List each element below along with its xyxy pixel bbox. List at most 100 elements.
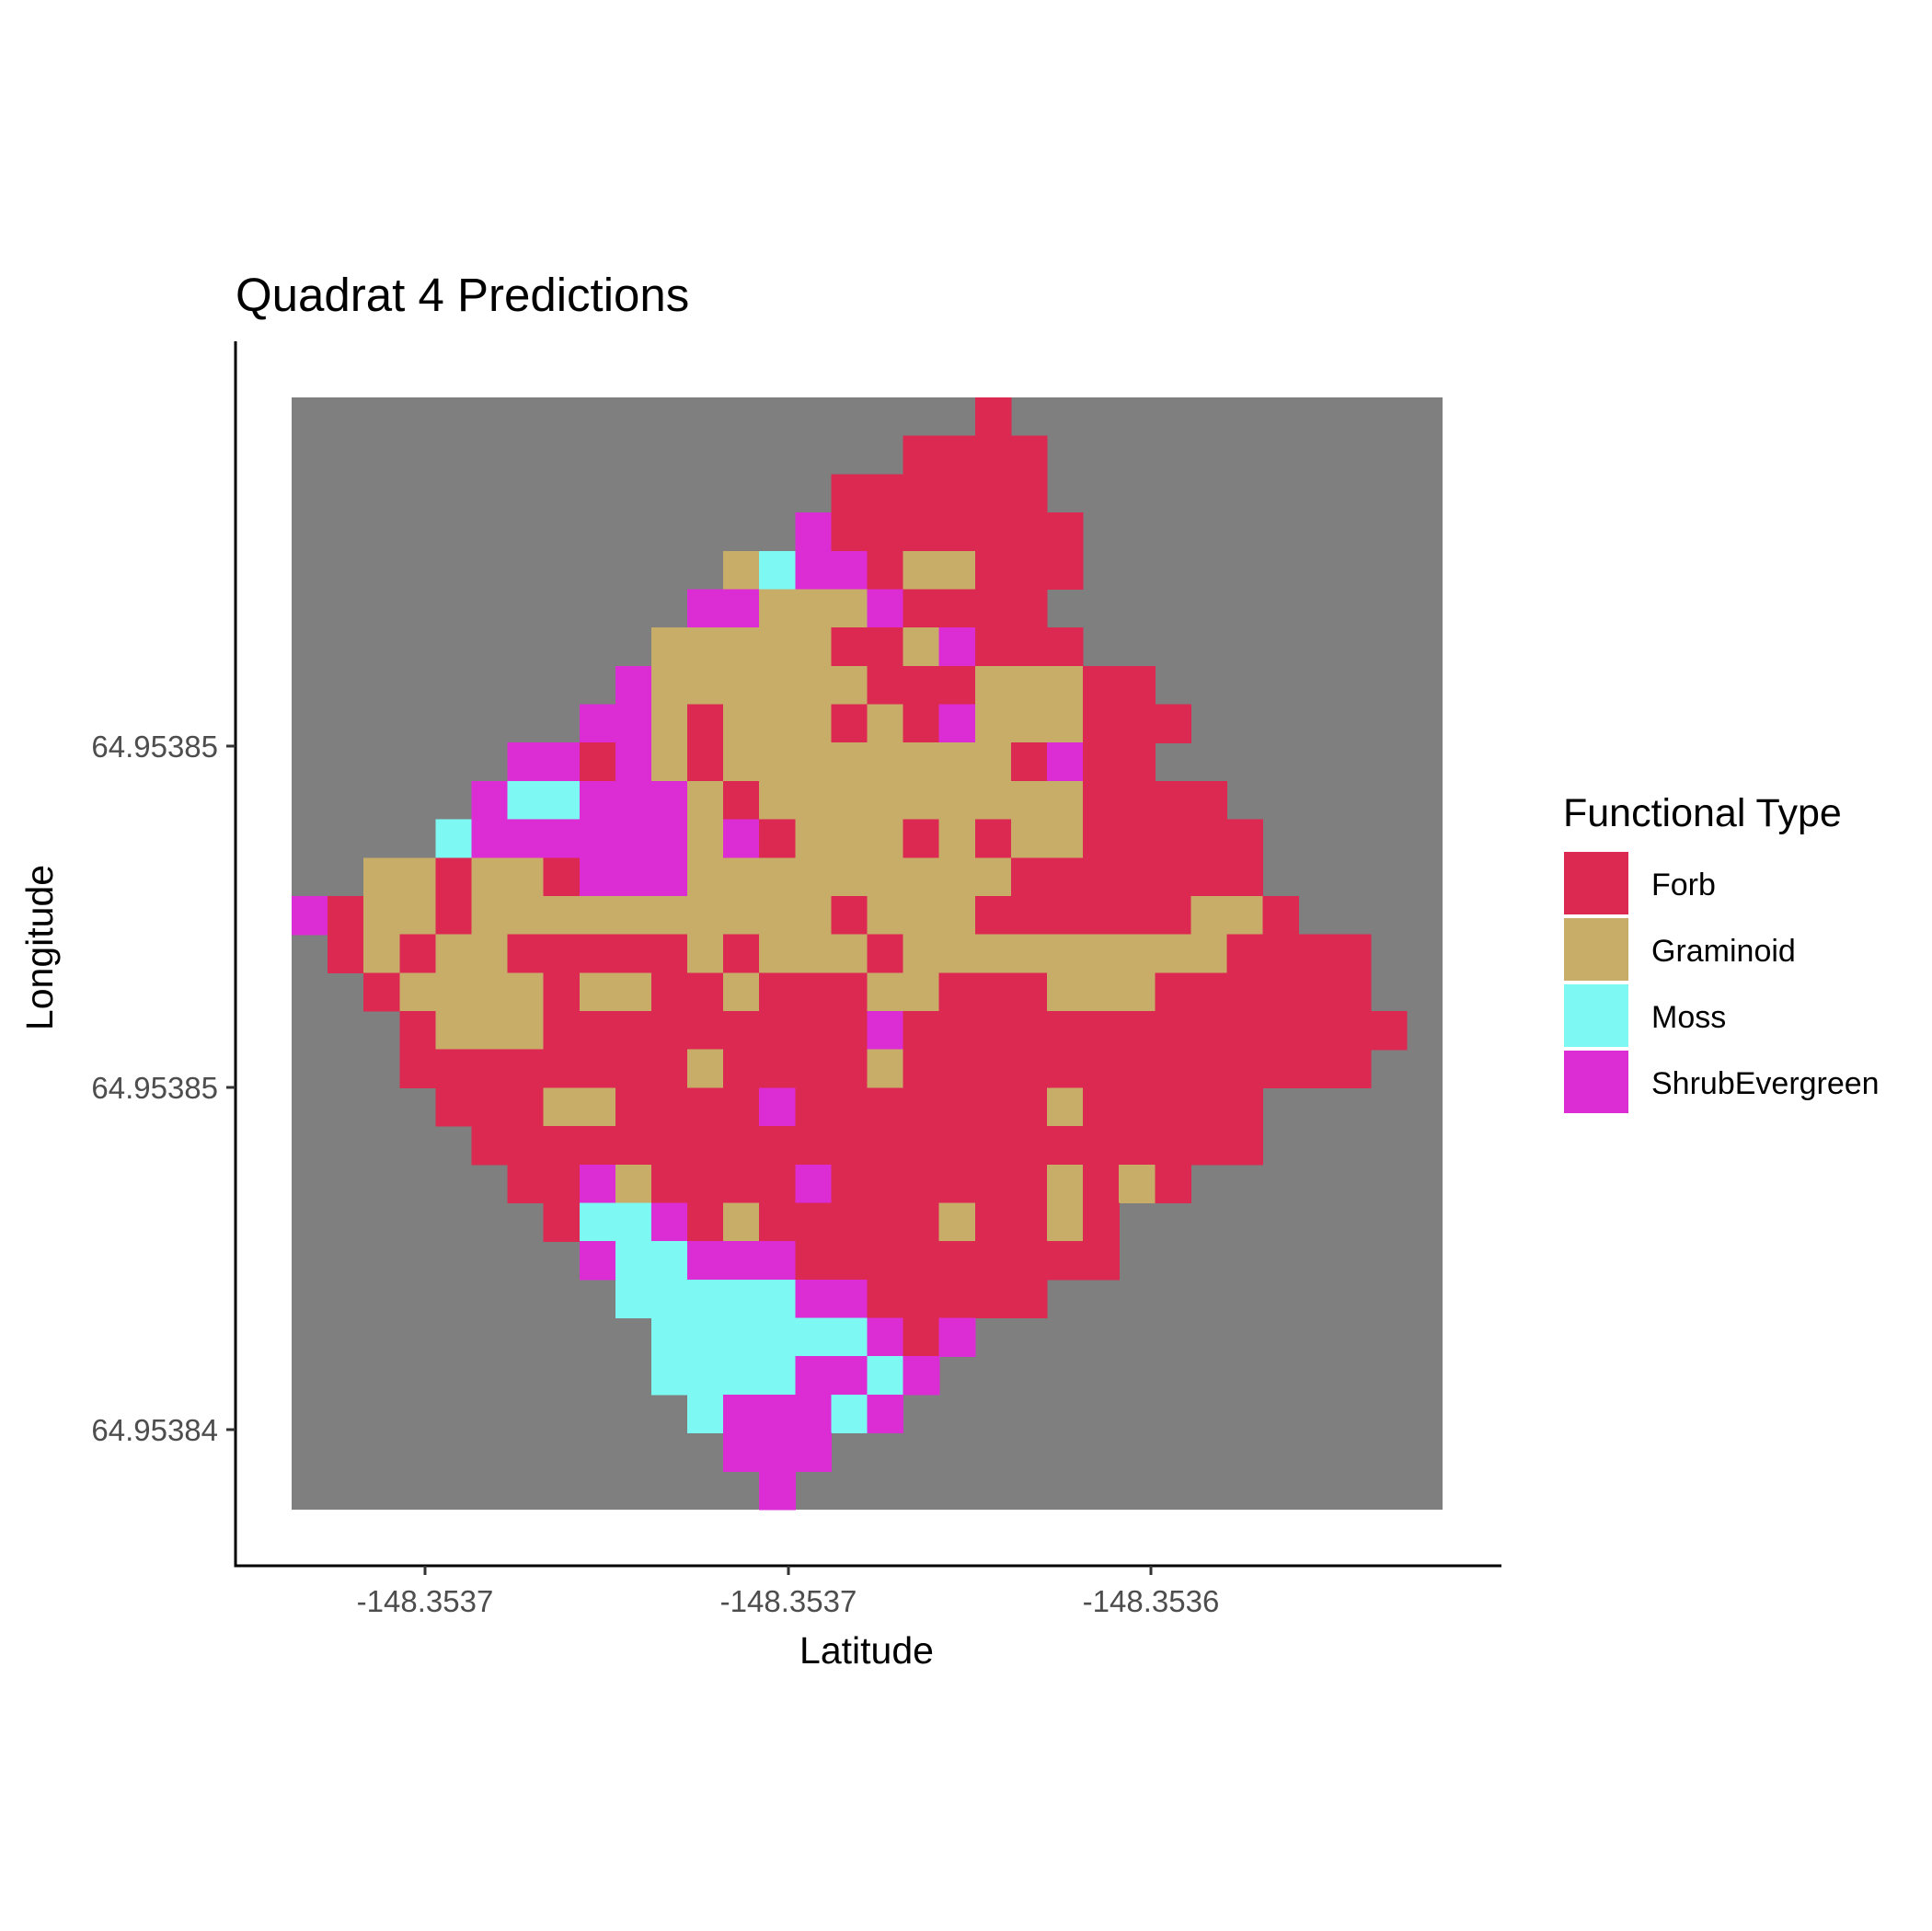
raster-cell <box>1298 972 1336 1012</box>
raster-cell <box>1046 895 1084 936</box>
raster-cell <box>903 589 940 628</box>
raster-cell <box>795 550 832 591</box>
raster-cell <box>938 972 976 1012</box>
raster-cell <box>1046 934 1084 973</box>
raster-cell <box>903 474 940 513</box>
raster-cell <box>831 972 868 1012</box>
raster-cell <box>938 1317 976 1357</box>
raster-cell <box>723 665 760 706</box>
x-axis-title: Latitude <box>799 1629 934 1672</box>
legend-label: ShrubEvergreen <box>1651 1066 1880 1101</box>
raster-cell <box>723 1317 760 1357</box>
raster-cell <box>1119 1087 1156 1127</box>
raster-cell <box>831 1394 868 1434</box>
raster-cell <box>795 589 832 628</box>
raster-cell <box>938 1011 976 1051</box>
raster-cell <box>579 934 616 973</box>
raster-cell <box>1226 1011 1264 1051</box>
raster-cell <box>1262 972 1300 1012</box>
raster-cell <box>795 1011 832 1051</box>
raster-cell <box>795 1317 832 1357</box>
raster-cell <box>867 1394 904 1434</box>
raster-cell <box>1226 895 1264 936</box>
raster-cell <box>938 1202 976 1242</box>
raster-cell <box>1083 1164 1120 1204</box>
raster-cell <box>1298 1011 1336 1051</box>
raster-cell <box>1010 1126 1048 1166</box>
raster-cell <box>687 1126 724 1166</box>
raster-cell <box>615 665 652 706</box>
raster-cell <box>687 1011 724 1051</box>
raster-cell <box>759 550 796 591</box>
raster-cell <box>579 819 616 858</box>
raster-cell <box>1155 704 1191 743</box>
raster-cell <box>759 1279 796 1319</box>
raster-cell <box>974 1241 1012 1281</box>
raster-cell <box>471 934 509 973</box>
raster-cell <box>938 435 976 475</box>
raster-cell <box>723 819 760 858</box>
raster-cell <box>579 780 616 821</box>
raster-cell <box>903 857 940 897</box>
raster-cell <box>903 1317 940 1357</box>
raster-cell <box>831 550 868 591</box>
raster-cell <box>687 665 724 706</box>
raster-cell <box>867 934 904 973</box>
raster-cell <box>363 972 400 1012</box>
raster-cell <box>974 435 1012 475</box>
raster-cell <box>687 934 724 973</box>
raster-cell <box>507 857 545 897</box>
raster-cell <box>795 1394 832 1434</box>
raster-cell <box>615 1202 652 1242</box>
raster-cell <box>759 1241 796 1281</box>
raster-cell <box>1010 972 1048 1012</box>
raster-cell <box>1083 1049 1120 1089</box>
raster-cell <box>1010 589 1048 628</box>
raster-cell <box>292 895 328 936</box>
raster-cell <box>1334 1011 1372 1051</box>
raster-cell <box>507 1164 545 1204</box>
raster-cell <box>543 1202 581 1242</box>
raster-cell <box>831 474 868 513</box>
raster-cell <box>1083 742 1120 782</box>
raster-cell <box>867 512 904 552</box>
raster-cell <box>903 895 940 936</box>
raster-cell <box>650 665 688 706</box>
raster-cell <box>1119 742 1156 782</box>
raster-cell <box>723 1202 760 1242</box>
raster-cell <box>831 1241 868 1281</box>
raster-cell <box>1083 934 1120 973</box>
raster-cell <box>1298 1049 1336 1089</box>
raster-cell <box>1046 1202 1084 1242</box>
raster-cell <box>1010 857 1048 897</box>
raster-cell <box>363 857 400 897</box>
raster-cell <box>903 742 940 782</box>
raster-cell <box>1010 550 1048 591</box>
raster-cell <box>328 895 364 936</box>
raster-cell <box>650 857 688 897</box>
raster-cell <box>723 1164 760 1204</box>
raster-cell <box>1119 1126 1156 1166</box>
raster-cell <box>831 857 868 897</box>
raster-cell <box>795 704 832 743</box>
raster-cell <box>399 934 436 973</box>
raster-cell <box>938 704 976 743</box>
legend-label: Moss <box>1651 1000 1726 1035</box>
raster-cell <box>687 857 724 897</box>
raster-cell <box>723 1049 760 1089</box>
raster-cell <box>1046 742 1084 782</box>
raster-cell <box>1010 1011 1048 1051</box>
raster-cell <box>903 1011 940 1051</box>
raster-cell <box>938 1241 976 1281</box>
raster-cell <box>759 1394 796 1434</box>
raster-cell <box>1190 1087 1228 1127</box>
raster-cell <box>1046 512 1084 552</box>
raster-cell <box>723 589 760 628</box>
raster-cell <box>471 1011 509 1051</box>
raster-cell <box>795 895 832 936</box>
raster-cell <box>579 1164 616 1204</box>
raster-cell <box>759 1164 796 1204</box>
raster-cell <box>1046 1126 1084 1166</box>
raster-cell <box>1155 1011 1191 1051</box>
raster-cell <box>831 1356 868 1396</box>
